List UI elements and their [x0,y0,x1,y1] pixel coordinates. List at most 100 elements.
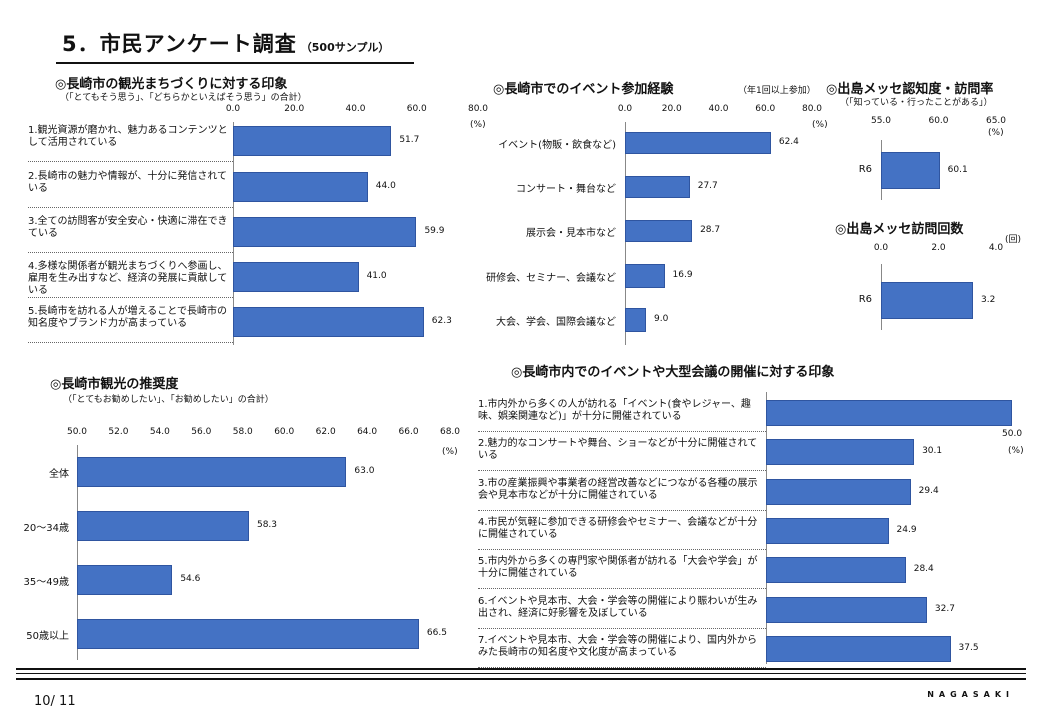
bar [766,597,927,623]
category-label: コンサート・舞台など [516,184,616,195]
data-label: 30.1 [922,446,943,456]
bar [766,439,915,465]
category-label: 5.市内外から多くの専門家や関係者が訪れる「大会や学会」が十分に開催されている [478,556,758,579]
axis-tick-label: 65.0 [985,116,1007,126]
bar [233,307,424,337]
data-label: 44.0 [375,181,396,191]
footer-rule-3 [16,678,1026,680]
chart-subtitle: （「とてもそう思う」、「どちらかといえばそう思う」の合計） [60,93,307,103]
row-separator [478,549,766,550]
axis-unit-label: (%) [1008,446,1024,456]
axis-unit-label: (回) [1005,235,1022,245]
axis-tick-label: 60.0 [406,104,427,114]
row-separator [478,470,766,471]
category-label: イベント(物販・飲食など) [498,140,616,151]
footer-rule-2 [16,673,1026,674]
title-underline [56,62,414,64]
data-label: 29.4 [918,486,939,496]
category-label: 7.イベントや見本市、大会・学会等の開催により、国内外からみた長崎市の知名度や文… [478,635,757,658]
chart-title: ◎出島メッセ認知度・訪問率 [826,82,994,97]
category-label: 4.多様な関係者が観光まちづくりへ参画し、雇用を生み出すなど、経済の発展に貢献し… [28,261,228,296]
bar [77,457,347,487]
data-label: 9.0 [654,314,669,324]
bar [625,132,771,154]
bar [766,557,906,583]
axis-tick-label: 50.0 [66,427,88,437]
bar [625,308,647,332]
axis-tick-label: 62.0 [315,427,336,437]
category-label: 全体 [49,469,69,480]
axis-unit-label: (%) [988,128,1004,138]
axis-tick-label: 55.0 [870,116,892,126]
row-separator [28,252,233,253]
bar [233,172,368,202]
category-label: 50歳以上 [26,631,69,642]
data-label: 63.0 [354,466,375,476]
category-label: 2.魅力的なコンサートや舞台、ショーなどが十分に開催されている [478,438,758,461]
axis-tick-label: 80.0 [467,104,489,114]
category-label: 4.市民が気軽に参加できる研修会やセミナー、会議などが十分に開催されている [478,517,758,540]
axis-tick-label: 66.0 [398,427,419,437]
data-label: 50.0 [1002,429,1023,439]
category-label: 3.市の産業振興や事業者の経営改善などにつながる各種の展示会や見本市などが十分に… [478,478,758,501]
data-label: 28.7 [700,225,721,235]
axis-unit-label: (%) [470,120,486,130]
axis-tick-label: 2.0 [931,243,946,253]
data-label: 60.1 [947,164,968,175]
axis-tick-label: 40.0 [345,104,366,114]
brand-logo-text: NAGASAKI [927,690,1014,699]
chart-subtitle: （「とてもお勧めしたい」、「お勧めしたい」の合計） [63,395,274,405]
row-separator [28,297,233,298]
axis-unit-label: (%) [812,120,828,130]
axis-tick-label: 52.0 [108,427,129,437]
data-label: 59.9 [424,226,445,236]
bar [881,282,973,319]
bar [233,126,392,156]
axis-tick-label: 60.0 [928,116,949,126]
axis-tick-label: 58.0 [232,427,253,437]
axis-tick-label: 56.0 [191,427,212,437]
data-label: 32.7 [934,604,955,614]
bar [766,636,951,662]
bar [766,518,889,544]
axis-tick-label: 68.0 [439,427,461,437]
value-axis-line [77,445,78,660]
chart-title: ◎長崎市内でのイベントや大型会議の開催に対する印象 [511,365,835,380]
bar [881,152,940,189]
axis-tick-label: 60.0 [755,104,776,114]
page-title: 5．市民アンケート調査 （500サンプル） [62,32,390,56]
category-label: 20～34歳 [23,523,69,534]
axis-tick-label: 0.0 [617,104,633,114]
category-label: 1.観光資源が磨かれ、魅力あるコンテンツとして活用されている [28,125,228,148]
axis-tick-label: 64.0 [357,427,378,437]
data-label: 41.0 [366,271,387,281]
bar [233,262,359,292]
data-label: 28.4 [913,564,934,574]
data-label: 16.9 [672,270,693,280]
row-separator [478,628,766,629]
bar [233,217,417,247]
axis-tick-label: 20.0 [284,104,305,114]
category-label: 5.長崎市を訪れる人が増えることで長崎市の知名度やブランド力が高まっている [28,306,227,329]
chart-subtitle: （「知っている・行ったことがある」） [840,98,993,108]
category-label: 展示会・見本市など [526,228,616,239]
data-label: 58.3 [256,520,278,530]
data-label: 62.4 [778,137,799,147]
data-label: 54.6 [180,574,201,584]
bar [766,479,911,505]
row-separator [478,510,766,511]
bar [77,511,249,541]
bar [766,400,1012,426]
chart-title: ◎出島メッセ訪問回数 [835,222,964,237]
bar [625,220,693,242]
bar [625,264,665,288]
bar [77,565,173,595]
axis-tick-label: 4.0 [988,243,1004,253]
category-label: 2.長崎市の魅力や情報が、十分に発信されている [28,171,228,194]
category-label: 大会、学会、国際会議など [496,317,616,328]
bar [625,176,690,198]
axis-tick-label: 20.0 [661,104,682,114]
chart-subtitle: （年1回以上参加） [738,86,816,96]
row-separator [28,342,233,343]
axis-tick-label: 80.0 [801,104,823,114]
